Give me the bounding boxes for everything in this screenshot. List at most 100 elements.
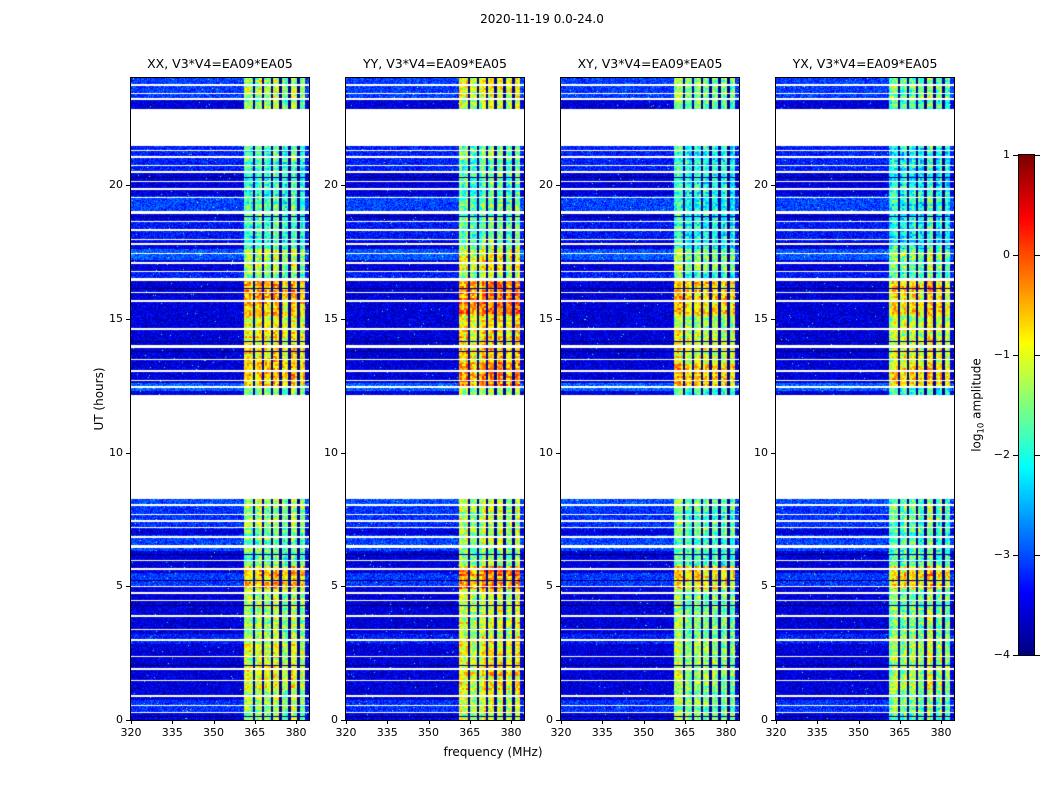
y-tick-mark [126,586,130,588]
colorbar-tick-label: −4 [993,648,1010,661]
x-tick-mark [899,720,901,724]
x-tick-mark [776,720,777,724]
x-tick-mark [296,720,298,724]
y-tick-label: 0 [761,713,768,726]
x-tick-mark [131,720,132,724]
spectrogram-panel-yx [775,77,955,721]
colorbar-tick-label: −1 [993,348,1010,361]
x-tick-mark [643,720,645,724]
y-tick-label: 0 [116,713,123,726]
x-tick-label: 365 [889,726,911,739]
spectrogram-panel-xx [130,77,310,721]
colorbar-tick-mark [1035,255,1040,256]
y-tick-mark [556,318,560,320]
y-tick-mark [341,452,345,454]
colorbar-tick-mark [1013,555,1018,556]
y-tick-mark [771,318,775,320]
y-tick-mark [771,185,775,186]
colorbar-tick-mark [1035,655,1040,656]
x-tick-mark [684,720,686,724]
x-tick-label: 350 [203,726,225,739]
x-tick-mark [511,720,513,724]
x-tick-mark [254,720,256,724]
y-tick-label: 10 [324,445,338,459]
y-axis-label: UT (hours) [92,367,106,431]
y-tick-label: 15 [109,311,123,325]
y-tick-label: 5 [331,579,338,593]
x-tick-label: 380 [715,726,737,739]
x-tick-mark [428,720,430,724]
x-tick-label: 335 [591,726,613,739]
y-tick-label: 20 [109,178,123,191]
spectrogram-canvas [561,78,739,720]
y-tick-mark [126,720,130,721]
y-tick-mark [556,586,560,588]
colorbar-label-sub: 10 [976,422,987,434]
x-tick-mark [817,720,819,724]
y-tick-mark [556,452,560,454]
x-tick-label: 350 [418,726,440,739]
y-tick-label: 10 [109,445,123,459]
colorbar-tick-mark [1013,155,1018,156]
x-tick-label: 350 [848,726,870,739]
x-tick-label: 320 [765,726,787,739]
x-tick-mark [387,720,389,724]
y-tick-label: 5 [116,579,123,593]
colorbar-tick-label: 1 [1003,148,1010,161]
y-tick-mark [126,452,130,454]
y-tick-mark [126,185,130,186]
colorbar-label: log10 amplitude [969,358,986,452]
y-tick-mark [771,452,775,454]
spectrogram-canvas [346,78,524,720]
colorbar-label-suffix: amplitude [969,358,984,423]
spectrogram-panel-yy [345,77,525,721]
colorbar-tick-mark [1013,355,1018,356]
y-tick-mark [556,720,560,721]
y-tick-label: 10 [539,445,553,459]
y-tick-label: 15 [324,311,338,325]
x-tick-label: 320 [335,726,357,739]
x-tick-mark [172,720,174,724]
x-tick-mark [561,720,562,724]
x-tick-label: 320 [550,726,572,739]
figure-title: 2020-11-19 0.0-24.0 [480,12,604,26]
y-tick-mark [341,720,345,721]
y-tick-mark [341,586,345,588]
panel-title: YX, V3*V4=EA09*EA05 [792,56,938,71]
y-tick-label: 0 [331,713,338,726]
x-tick-label: 320 [120,726,142,739]
x-tick-mark [602,720,604,724]
y-tick-label: 15 [754,311,768,325]
panel-title: XY, V3*V4=EA09*EA05 [577,56,723,71]
x-tick-label: 380 [285,726,307,739]
y-tick-label: 20 [754,178,768,191]
colorbar-tick-mark [1013,455,1018,456]
colorbar-tick-label: 0 [1003,248,1010,261]
x-axis-label: frequency (MHz) [443,745,543,759]
panel-title: YY, V3*V4=EA09*EA05 [363,56,507,71]
y-tick-mark [556,185,560,186]
y-tick-mark [771,586,775,588]
colorbar-tick-label: −3 [993,548,1010,561]
colorbar-tick-mark [1035,455,1040,456]
spectrogram-canvas [776,78,954,720]
y-tick-label: 5 [761,579,768,593]
x-tick-mark [941,720,943,724]
y-tick-label: 0 [546,713,553,726]
x-tick-mark [469,720,471,724]
x-tick-label: 335 [161,726,183,739]
x-tick-label: 350 [633,726,655,739]
colorbar [1018,154,1035,656]
spectrogram-canvas [131,78,309,720]
x-tick-mark [858,720,860,724]
colorbar-tick-mark [1035,555,1040,556]
x-tick-label: 380 [930,726,952,739]
y-tick-label: 20 [324,178,338,191]
x-tick-mark [213,720,215,724]
colorbar-gradient [1019,155,1034,655]
y-tick-label: 20 [539,178,553,191]
x-tick-label: 380 [500,726,522,739]
y-tick-label: 5 [546,579,553,593]
y-tick-mark [126,318,130,320]
